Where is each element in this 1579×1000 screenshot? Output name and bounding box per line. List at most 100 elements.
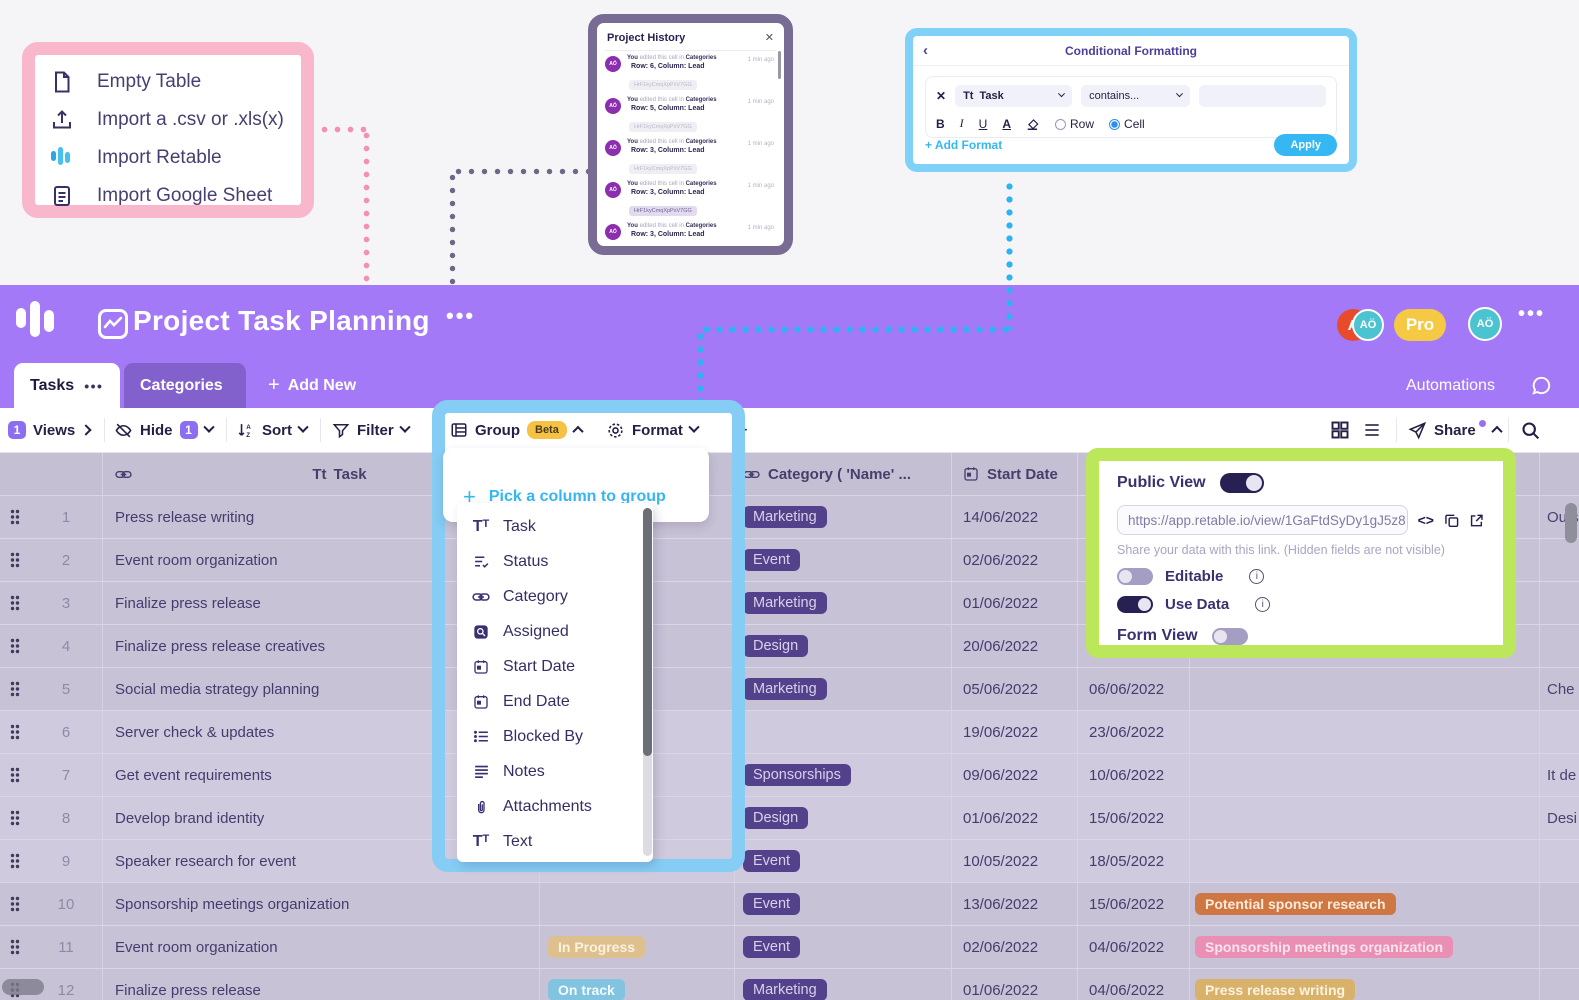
bold-button[interactable]: B — [936, 116, 945, 131]
column-option-blocked-by[interactable]: Blocked By — [457, 719, 653, 754]
add-column-button[interactable]: + — [735, 417, 748, 442]
share-url-input[interactable]: https://app.retable.io/view/1GaFtdSyDy1g… — [1117, 505, 1408, 535]
menu-item-import-google-sheet[interactable]: Import Google Sheet — [49, 177, 301, 215]
pro-badge[interactable]: Pro — [1394, 309, 1446, 341]
add-new-sheet-button[interactable]: + Add New — [268, 374, 357, 396]
drag-handle[interactable] — [0, 496, 30, 538]
category-cell[interactable]: Marketing — [735, 969, 952, 1000]
category-cell[interactable]: Event — [735, 539, 952, 581]
end-date-cell[interactable]: 04/06/2022 — [1078, 969, 1190, 1000]
modal-scrollbar[interactable] — [778, 51, 781, 79]
info-icon[interactable]: i — [1249, 569, 1265, 584]
end-date-cell[interactable]: 23/06/2022 — [1078, 711, 1190, 753]
column-option-end-date[interactable]: End Date — [457, 684, 653, 719]
end-date-cell[interactable]: 10/06/2022 — [1078, 754, 1190, 796]
start-date-cell[interactable]: 01/06/2022 — [952, 797, 1078, 839]
category-cell[interactable] — [735, 711, 952, 753]
editable-toggle[interactable] — [1117, 568, 1153, 585]
start-date-cell[interactable]: 05/06/2022 — [952, 668, 1078, 710]
drag-handle[interactable] — [0, 797, 30, 839]
remove-rule-icon[interactable]: ✕ — [936, 89, 947, 103]
workspace-menu-icon[interactable]: ••• — [1518, 303, 1546, 325]
row-radio[interactable]: Row — [1055, 117, 1094, 131]
blocked-by-cell[interactable]: Press release writing — [1190, 969, 1540, 1000]
blocked-by-cell[interactable] — [1190, 797, 1540, 839]
cell-radio[interactable]: Cell — [1109, 117, 1145, 131]
column-header-category[interactable]: Category ( 'Name' ... — [735, 453, 952, 495]
views-button[interactable]: 1 Views — [8, 408, 92, 452]
external-link-icon[interactable] — [1469, 512, 1485, 529]
hide-button[interactable]: Hide 1 — [114, 408, 215, 452]
notes-cell[interactable] — [1540, 840, 1579, 882]
operator-select[interactable]: contains... — [1081, 85, 1191, 107]
column-header-start-date[interactable]: Start Date — [952, 453, 1078, 495]
menu-item-import-csv[interactable]: Import a .csv or .xls(x) — [49, 101, 301, 139]
start-date-cell[interactable]: 14/06/2022 — [952, 496, 1078, 538]
category-cell[interactable]: Design — [735, 797, 952, 839]
share-button[interactable]: Share — [1408, 408, 1503, 452]
menu-item-empty-table[interactable]: Empty Table — [49, 63, 301, 101]
chat-icon[interactable] — [1530, 374, 1553, 397]
drag-handle[interactable] — [0, 926, 30, 968]
drag-handle[interactable] — [0, 883, 30, 925]
drag-handle[interactable] — [0, 539, 30, 581]
column-header-task[interactable]: Tt Task — [103, 453, 540, 495]
start-date-cell[interactable]: 01/06/2022 — [952, 969, 1078, 1000]
column-option-category[interactable]: Category — [457, 579, 653, 614]
notes-cell[interactable] — [1540, 625, 1579, 667]
italic-button[interactable]: I — [959, 116, 964, 130]
start-date-cell[interactable]: 19/06/2022 — [952, 711, 1078, 753]
category-cell[interactable]: Design — [735, 625, 952, 667]
notes-cell[interactable] — [1540, 582, 1579, 624]
avatar[interactable]: AÖ — [1352, 309, 1384, 341]
info-icon[interactable]: i — [1255, 597, 1271, 612]
column-option-notes[interactable]: Notes — [457, 754, 653, 789]
filter-button[interactable]: Filter — [332, 408, 411, 452]
start-date-cell[interactable]: 09/06/2022 — [952, 754, 1078, 796]
column-option-assigned[interactable]: Assigned — [457, 614, 653, 649]
retable-logo[interactable] — [16, 298, 64, 346]
text-color-button[interactable]: A — [1002, 116, 1012, 131]
start-date-cell[interactable]: 13/06/2022 — [952, 883, 1078, 925]
blocked-by-cell[interactable] — [1190, 625, 1540, 667]
tab-categories[interactable]: Categories — [124, 363, 246, 408]
column-option-start-date[interactable]: Start Date — [457, 649, 653, 684]
task-cell[interactable]: Event room organization — [103, 926, 540, 968]
end-date-cell[interactable]: 04/06/2022 — [1078, 926, 1190, 968]
blocked-by-cell[interactable] — [1190, 668, 1540, 710]
column-option-attachments[interactable]: Attachments — [457, 789, 653, 824]
drag-handle[interactable] — [0, 840, 30, 882]
use-data-toggle[interactable] — [1117, 596, 1153, 613]
category-cell[interactable]: Sponsorships — [735, 754, 952, 796]
notes-cell[interactable] — [1540, 883, 1579, 925]
menu-item-import-retable[interactable]: Import Retable — [49, 139, 301, 177]
status-cell[interactable]: In Progress — [540, 926, 735, 968]
end-date-cell[interactable]: 06/06/2022 — [1078, 668, 1190, 710]
group-button[interactable]: Group Beta — [450, 408, 584, 452]
drag-handle[interactable] — [0, 754, 30, 796]
notes-cell[interactable] — [1540, 926, 1579, 968]
grid-view-icon[interactable] — [1330, 408, 1350, 452]
end-date-cell[interactable]: 15/06/2022 — [1078, 883, 1190, 925]
notes-cell[interactable]: Che — [1547, 680, 1575, 698]
column-option-status[interactable]: Status — [457, 544, 653, 579]
dropdown-scrollbar[interactable] — [643, 508, 652, 856]
avatar[interactable]: AÖ — [1468, 307, 1502, 341]
pick-column-button[interactable]: + Pick a column to group — [463, 484, 666, 509]
title-menu-icon[interactable]: ••• — [446, 303, 476, 328]
drag-handle[interactable] — [0, 711, 30, 753]
underline-button[interactable]: U — [978, 116, 988, 131]
close-icon[interactable]: ✕ — [764, 32, 774, 44]
blocked-by-cell[interactable] — [1190, 754, 1540, 796]
apply-button[interactable]: Apply — [1274, 134, 1337, 156]
blocked-by-cell[interactable] — [1190, 582, 1540, 624]
notes-cell[interactable] — [1540, 711, 1579, 753]
category-cell[interactable]: Event — [735, 840, 952, 882]
back-icon[interactable]: ‹ — [923, 42, 928, 59]
end-date-cell[interactable]: 18/05/2022 — [1078, 840, 1190, 882]
format-button[interactable]: Format — [606, 408, 700, 452]
notes-cell[interactable] — [1540, 969, 1579, 1000]
